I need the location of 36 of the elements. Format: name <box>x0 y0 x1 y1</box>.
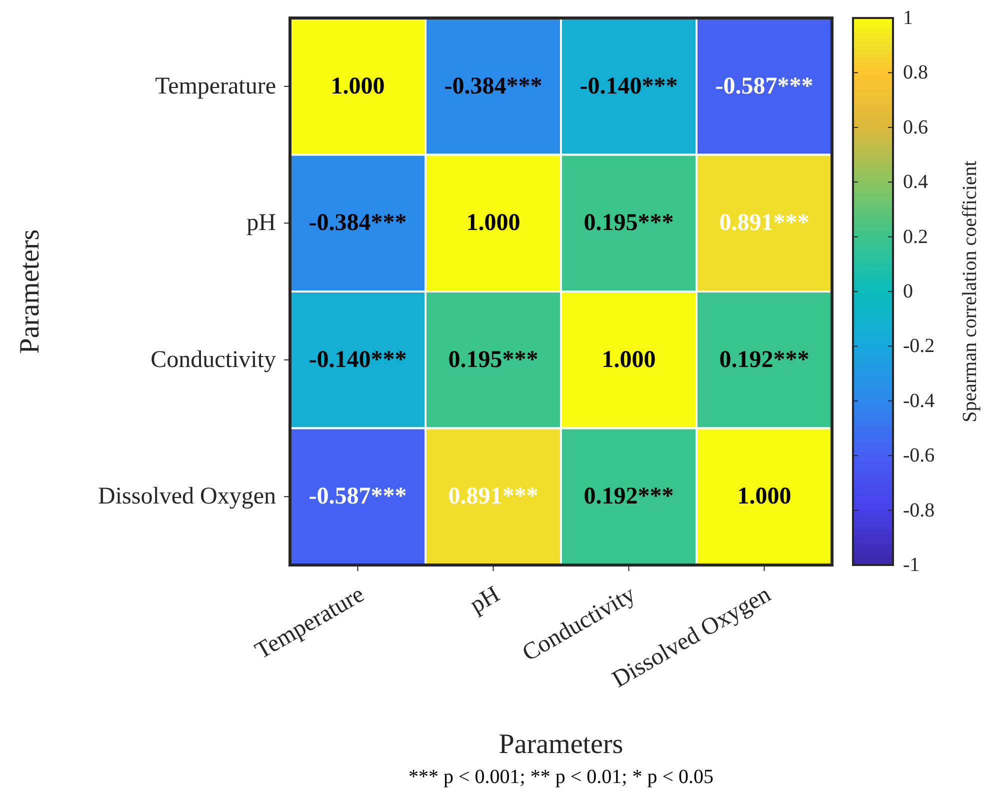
y-axis-title: Parameters <box>14 229 46 354</box>
y-tick-label: pH <box>246 210 276 236</box>
color-bar-title: Spearman correlation coefficient <box>959 160 981 422</box>
color-bar-label: -0.6 <box>903 444 935 467</box>
data-label: 1.000 <box>737 484 792 510</box>
data-label: 0.192*** <box>584 484 674 510</box>
color-bar-label: -0.8 <box>903 499 935 522</box>
y-tick-label: Dissolved Oxygen <box>98 484 276 510</box>
data-label: -0.140*** <box>308 346 407 373</box>
color-bar-label: -1 <box>903 554 920 576</box>
color-bar-label: 0.4 <box>903 171 928 194</box>
data-label: 0.891*** <box>719 210 810 236</box>
y-tick-label: Conductivity <box>150 346 276 373</box>
color-bar-label: -0.4 <box>903 390 935 412</box>
data-label: -0.384*** <box>444 73 542 100</box>
data-label: 0.195*** <box>448 346 538 373</box>
data-label: 0.891*** <box>448 484 538 510</box>
x-axis-title: Parameters <box>498 729 624 760</box>
data-label: 1.000 <box>602 346 656 373</box>
data-label: -0.384*** <box>308 210 407 236</box>
data-label: 1.000 <box>466 210 520 236</box>
data-label: -0.140*** <box>580 73 678 100</box>
y-tick-label: Temperature <box>155 73 276 100</box>
data-label: 0.195*** <box>584 210 674 236</box>
data-label: 0.192*** <box>719 346 810 373</box>
color-bar-label: 1 <box>903 7 913 29</box>
color-bar-label: 0.2 <box>903 226 928 248</box>
x-tick-label: pH <box>466 582 504 619</box>
data-label: 1.000 <box>330 73 385 100</box>
color-bar-label: 0.6 <box>903 116 928 138</box>
color-bar-label: 0 <box>903 280 913 302</box>
text: *** p < 0.001; ** p < 0.01; * p < 0.05 <box>408 766 714 788</box>
color-bar-label: -0.2 <box>903 335 935 358</box>
data-label: -0.587*** <box>715 73 814 100</box>
color-bar-label: 0.8 <box>903 62 928 84</box>
data-label: -0.587*** <box>308 484 407 510</box>
